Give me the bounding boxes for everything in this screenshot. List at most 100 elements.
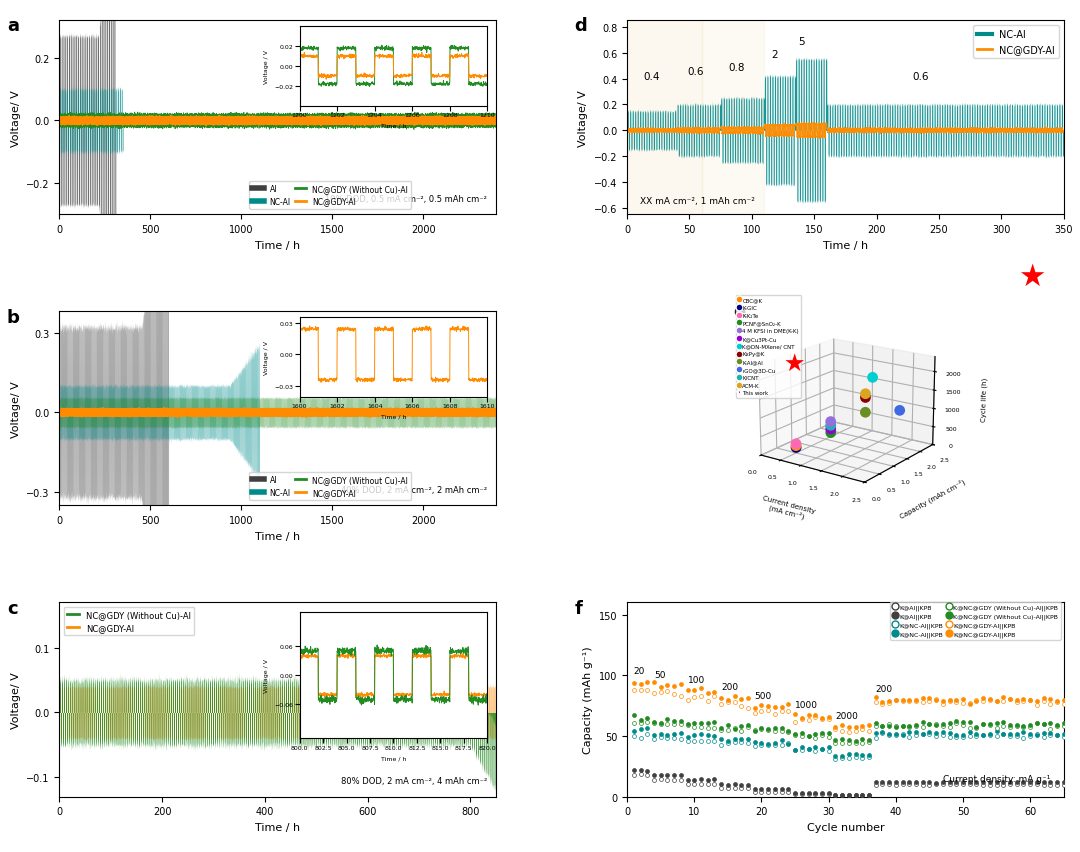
Point	[786, 708, 804, 722]
Point	[947, 693, 964, 706]
Point	[767, 701, 784, 715]
Point	[853, 748, 870, 762]
Point	[773, 783, 791, 797]
Point	[672, 715, 689, 728]
Point	[861, 736, 878, 750]
Point	[1042, 726, 1059, 740]
Point	[901, 777, 918, 791]
Point	[982, 728, 999, 741]
Point	[974, 775, 991, 789]
Point	[652, 681, 670, 694]
Point	[773, 722, 791, 735]
Point	[732, 778, 750, 792]
Point	[988, 778, 1005, 792]
Point	[1022, 718, 1039, 732]
Point	[1055, 730, 1072, 744]
Point	[692, 716, 710, 729]
Point	[672, 773, 689, 786]
Point	[1055, 775, 1072, 789]
Point	[638, 764, 656, 778]
Point	[780, 704, 797, 717]
Text: f: f	[575, 599, 582, 617]
Point	[941, 730, 958, 744]
Point	[632, 731, 649, 745]
Point	[941, 720, 958, 734]
Point	[982, 775, 999, 789]
Text: 200: 200	[876, 685, 893, 694]
Point	[874, 695, 891, 709]
Point	[753, 737, 770, 751]
Point	[907, 718, 924, 732]
Point	[861, 749, 878, 763]
Point	[826, 789, 843, 803]
Point	[968, 695, 985, 709]
Point	[861, 789, 878, 803]
Point	[988, 722, 1005, 735]
Point	[638, 728, 656, 741]
Point	[995, 778, 1012, 792]
Point	[840, 747, 858, 761]
Point	[974, 691, 991, 705]
Point	[867, 775, 885, 789]
Text: 80% DOD, 2 mA cm⁻², 4 mAh cm⁻²: 80% DOD, 2 mA cm⁻², 4 mAh cm⁻²	[341, 776, 487, 785]
Point	[961, 716, 978, 729]
Point	[686, 728, 703, 742]
Point	[1008, 775, 1025, 789]
Point	[1028, 778, 1045, 792]
Point	[807, 787, 824, 801]
Text: ★: ★	[1017, 262, 1045, 291]
Point	[907, 728, 924, 742]
Point	[947, 777, 964, 791]
Point	[746, 701, 764, 715]
Point	[713, 722, 730, 735]
Point	[672, 690, 689, 704]
Point	[928, 693, 945, 706]
Point	[659, 773, 676, 786]
Point	[726, 695, 743, 709]
Point	[1076, 715, 1080, 728]
Point	[988, 694, 1005, 708]
Point	[1076, 728, 1080, 742]
Point	[679, 683, 697, 697]
Point	[853, 789, 870, 803]
Point	[880, 728, 897, 742]
Point	[1015, 692, 1032, 705]
Point	[646, 716, 663, 729]
Point	[995, 728, 1012, 741]
Point	[753, 785, 770, 798]
Point	[834, 718, 851, 732]
Point	[726, 721, 743, 734]
Point	[826, 749, 843, 763]
Point	[719, 781, 737, 795]
Point	[793, 729, 810, 743]
Point	[880, 719, 897, 733]
Point	[867, 695, 885, 709]
Point	[914, 778, 931, 792]
Point	[807, 786, 824, 800]
Point	[934, 728, 951, 742]
Point	[887, 775, 904, 789]
Point	[880, 728, 897, 741]
Point	[665, 714, 683, 728]
Point	[934, 694, 951, 708]
Point	[625, 768, 643, 781]
Point	[780, 737, 797, 751]
Point	[955, 730, 972, 744]
Text: 200: 200	[721, 682, 739, 691]
Point	[1055, 728, 1072, 741]
Point	[759, 739, 777, 752]
Point	[1001, 692, 1018, 705]
Point	[1055, 719, 1072, 733]
Point	[982, 728, 999, 741]
Point	[807, 709, 824, 722]
Point	[1035, 778, 1052, 792]
Point	[740, 720, 757, 734]
Point	[732, 781, 750, 795]
Point	[887, 728, 904, 742]
Point	[901, 694, 918, 707]
Point	[679, 734, 697, 747]
Point	[706, 778, 724, 792]
Point	[1022, 727, 1039, 740]
Point	[665, 680, 683, 694]
Point	[753, 739, 770, 752]
